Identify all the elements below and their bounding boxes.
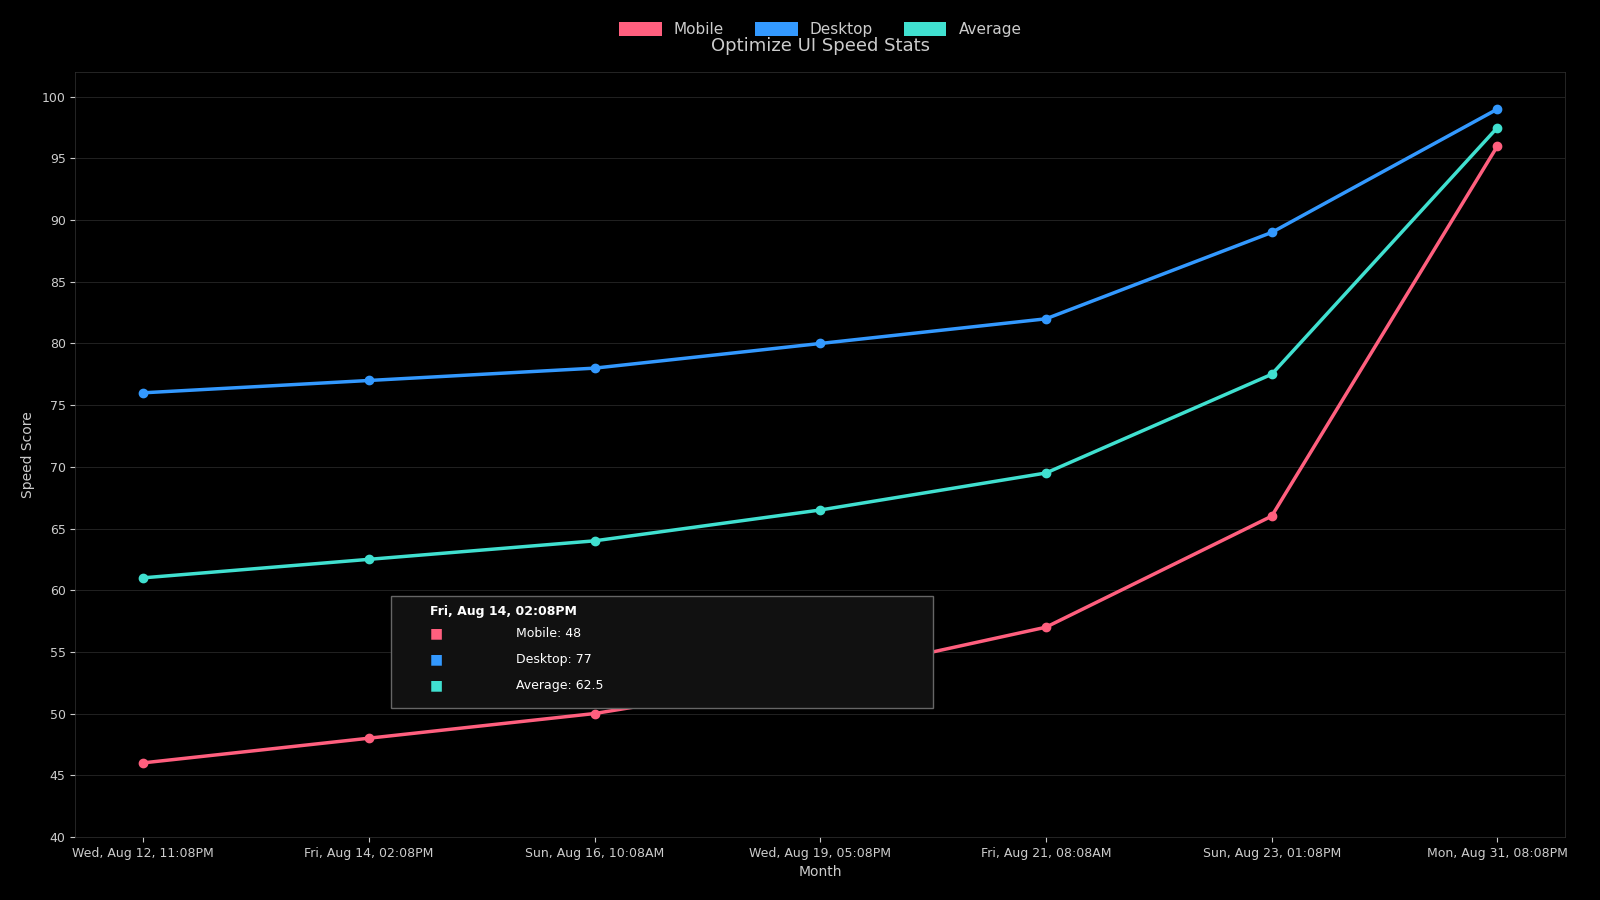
Mobile [133,758,152,769]
Average [360,554,379,564]
Title: Optimize UI Speed Stats: Optimize UI Speed Stats [710,37,930,55]
Legend: Mobile, Desktop, Average: Mobile, Desktop, Average [611,14,1029,45]
Mobile [1037,622,1056,633]
Text: Fri, Aug 14, 02:08PM: Fri, Aug 14, 02:08PM [430,605,576,618]
Average [586,536,605,546]
Average [1037,468,1056,479]
Text: ■: ■ [430,652,443,666]
Text: Average: 62.5: Average: 62.5 [515,679,603,692]
FancyBboxPatch shape [392,596,933,708]
Line: Average: Average [139,123,1501,582]
Mobile [1488,140,1507,151]
Desktop [811,338,830,349]
Average [811,505,830,516]
Desktop [133,387,152,398]
Average [1488,122,1507,133]
Desktop [1037,313,1056,324]
Mobile [1262,511,1282,522]
Text: Mobile: 48: Mobile: 48 [515,627,581,640]
Average [1262,369,1282,380]
X-axis label: Month: Month [798,865,842,879]
Mobile [586,708,605,719]
Text: ■: ■ [430,626,443,640]
Y-axis label: Speed Score: Speed Score [21,411,35,498]
Mobile [360,733,379,743]
Line: Mobile: Mobile [139,142,1501,767]
Desktop [586,363,605,374]
Average [133,572,152,583]
Desktop [1488,104,1507,114]
Text: Desktop: 77: Desktop: 77 [515,653,592,666]
Mobile [811,671,830,682]
Desktop [360,375,379,386]
Line: Desktop: Desktop [139,105,1501,397]
Desktop [1262,227,1282,238]
Text: ■: ■ [430,678,443,692]
